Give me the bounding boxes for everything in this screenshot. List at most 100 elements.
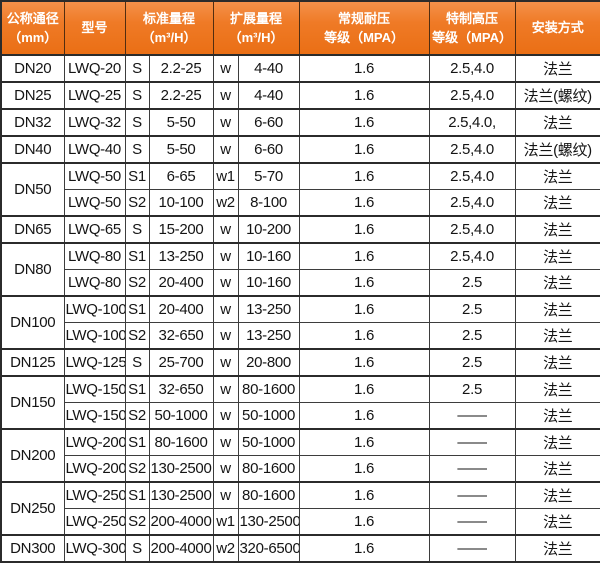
cell-ext-code: w (212, 135, 239, 164)
table-row: LWQ-50 S2 10-100 w2 8-100 1.6 2.5,4.0 法兰 (1, 189, 600, 217)
cell-normal-mpa: 1.6 (298, 455, 430, 483)
cell-std-range: 20-400 (148, 269, 214, 297)
cell-normal-mpa: 1.6 (298, 54, 430, 83)
table-row: DN250 LWQ-250 S1 130-2500 w 80-1600 1.6 —— 法兰 (0, 481, 600, 536)
header-model: 型号 (63, 0, 126, 56)
cell-model: LWQ-80 (63, 269, 126, 297)
cell-normal-mpa: 1.6 (298, 348, 430, 377)
header-standard-range-line2: （m³/H） (141, 30, 197, 45)
cell-model: LWQ-25 (63, 81, 126, 110)
cell-ext-code: w1 (212, 162, 239, 190)
cell-high-mpa: 2.5,4.0, (428, 108, 516, 137)
cell-dn: DN20 (0, 54, 65, 83)
cell-install: 法兰 (514, 455, 600, 483)
cell-dn: DN300 (0, 534, 65, 563)
header-extended-range-line2: （m³/H） (228, 30, 284, 45)
cell-ext-code: w (212, 375, 239, 403)
cell-ext-range: 80-1600 (237, 375, 300, 403)
table-row: DN40 LWQ-40 S 5-50 w 6-60 1.6 2.5,4.0 法兰(螺纹) (0, 135, 600, 164)
cell-normal-mpa: 1.6 (298, 108, 430, 137)
cell-install: 法兰 (514, 481, 600, 509)
table-row: DN25 LWQ-25 S 2.2-25 w 4-40 1.6 2.5,4.0 法兰(螺纹) (0, 81, 600, 110)
cell-std-range: 130-2500 (148, 455, 214, 483)
cell-model: LWQ-200 (63, 455, 126, 483)
spec-table-body: DN20 LWQ-20 S 2.2-25 w 4-40 1.6 2.5,4.0 法兰 DN25 LW… (0, 54, 600, 563)
cell-dn: DN50 (0, 162, 65, 217)
cell-install: 法兰 (514, 508, 600, 536)
cell-std-code: S (124, 81, 150, 110)
cell-install: 法兰 (514, 295, 600, 323)
cell-normal-mpa: 1.6 (298, 215, 430, 244)
cell-ext-code: w (212, 428, 239, 456)
cell-dn: DN25 (0, 81, 65, 110)
cell-ext-code: w2 (212, 189, 239, 217)
cell-std-code: S1 (124, 375, 150, 403)
table-row: DN50 LWQ-50 S1 6-65 w1 5-70 1.6 2.5,4.0 法兰 (0, 162, 600, 217)
header-high-pressure: 特制高压 等级（MPA） (428, 0, 516, 56)
cell-high-mpa: 2.5,4.0 (428, 242, 516, 270)
table-row: DN100 LWQ-100 S1 20-400 w 13-250 1.6 2.5 法兰 (0, 295, 600, 350)
cell-ext-code: w (212, 295, 239, 323)
cell-std-code: S1 (124, 428, 150, 456)
cell-ext-range: 80-1600 (237, 481, 300, 509)
cell-std-range: 200-4000 (148, 534, 214, 563)
table-row: LWQ-250 S2 200-4000 w1 130-2500 1.6 —— 法兰 (1, 508, 600, 536)
cell-high-mpa: 2.5,4.0 (428, 81, 516, 110)
cell-ext-code: w (212, 81, 239, 110)
cell-ext-range: 5-70 (237, 162, 300, 190)
table-row: DN80 LWQ-80 S1 13-250 w 10-160 1.6 2.5,4.0 法兰 (0, 242, 600, 297)
cell-dn: DN250 (0, 481, 65, 536)
cell-model: LWQ-100 (63, 322, 126, 350)
cell-std-range: 32-650 (148, 375, 214, 403)
cell-normal-mpa: 1.6 (298, 508, 430, 536)
cell-high-mpa: 2.5,4.0 (428, 54, 516, 83)
cell-high-mpa: 2.5 (428, 322, 516, 350)
cell-high-mpa: —— (428, 481, 516, 509)
cell-model: LWQ-80 (63, 242, 126, 270)
header-extended-range-line1: 扩展量程 (230, 10, 283, 26)
table-row: DN125 LWQ-125 S 25-700 w 20-800 1.6 2.5 法兰 (0, 348, 600, 377)
cell-normal-mpa: 1.6 (298, 481, 430, 509)
cell-ext-range: 8-100 (237, 189, 300, 217)
cell-ext-code: w (212, 54, 239, 83)
cell-model: LWQ-250 (63, 508, 126, 536)
cell-high-mpa: 2.5,4.0 (428, 162, 516, 190)
cell-ext-code: w (212, 108, 239, 137)
cell-std-code: S (124, 108, 150, 137)
cell-ext-range: 50-1000 (237, 402, 300, 430)
table-row: DN32 LWQ-32 S 5-50 w 6-60 1.6 2.5,4.0, 法兰 (0, 108, 600, 137)
cell-model: LWQ-50 (63, 189, 126, 217)
cell-std-range: 2.2-25 (148, 54, 214, 83)
cell-high-mpa: 2.5,4.0 (428, 189, 516, 217)
cell-ext-code: w1 (212, 508, 239, 536)
cell-std-range: 50-1000 (148, 402, 214, 430)
cell-normal-mpa: 1.6 (298, 162, 430, 190)
cell-install: 法兰 (514, 189, 600, 217)
cell-normal-mpa: 1.6 (298, 375, 430, 403)
cell-install: 法兰 (514, 375, 600, 403)
cell-ext-range: 80-1600 (237, 455, 300, 483)
header-normal-pressure-line1: 常规耐压 (338, 10, 391, 26)
cell-ext-range: 320-6500 (237, 534, 300, 563)
cell-normal-mpa: 1.6 (298, 189, 430, 217)
cell-normal-mpa: 1.6 (298, 81, 430, 110)
header-high-pressure-line1: 特制高压 (446, 10, 499, 26)
header-normal-pressure-line2: 等级（MPA） (324, 30, 404, 45)
cell-std-range: 25-700 (148, 348, 214, 377)
cell-std-code: S2 (124, 189, 150, 217)
cell-model: LWQ-250 (63, 481, 126, 509)
cell-ext-range: 4-40 (237, 81, 300, 110)
cell-install: 法兰 (514, 269, 600, 297)
table-row: DN20 LWQ-20 S 2.2-25 w 4-40 1.6 2.5,4.0 法兰 (0, 54, 600, 83)
cell-install: 法兰(螺纹) (514, 135, 600, 164)
cell-dn: DN100 (0, 295, 65, 350)
cell-high-mpa: —— (428, 402, 516, 430)
cell-normal-mpa: 1.6 (298, 428, 430, 456)
cell-std-code: S (124, 534, 150, 563)
cell-ext-code: w (212, 481, 239, 509)
cell-std-code: S2 (124, 402, 150, 430)
cell-std-range: 130-2500 (148, 481, 214, 509)
cell-std-code: S2 (124, 269, 150, 297)
cell-std-code: S2 (124, 455, 150, 483)
